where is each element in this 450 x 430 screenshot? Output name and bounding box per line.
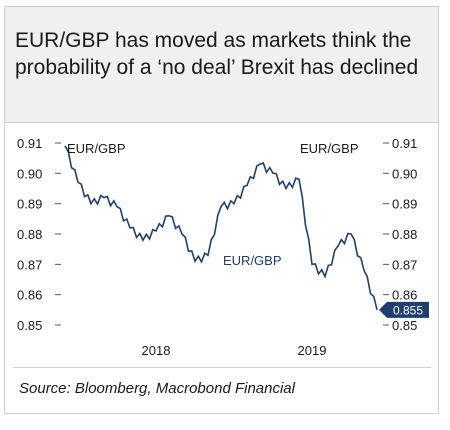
series-label: EUR/GBP [223,253,282,268]
last-value-label: 0.855 [393,303,423,317]
y-tick-label-right: 0.86 [392,288,417,303]
chart-area: 0.85 0.85 0.86 0.86 0.87 0.87 0.88 0.88 0.89 0.89… [17,136,429,358]
chart-frame: EUR/GBP has moved as markets think the p… [4,6,439,414]
y-tick-label-right: 0.85 [392,318,417,333]
last-value-callout [379,301,429,318]
y-tick-label-left: 0.85 [17,318,42,333]
y-tick-label-left: 0.87 [17,257,42,272]
title-box: EUR/GBP has moved as markets think the p… [5,7,438,123]
source-divider [13,367,431,368]
y-tick-label-right: 0.89 [392,197,417,212]
chart-title: EUR/GBP has moved as markets think the p… [15,29,419,79]
y-tick-label-left: 0.89 [17,197,42,212]
source-note: Source: Bloomberg, Macrobond Financial [19,380,295,397]
x-tick-label: 2019 [298,343,327,358]
eur-gbp-line [64,145,378,310]
left-axis-series-label: EUR/GBP [67,141,126,156]
y-tick-label-left: 0.88 [17,227,42,242]
y-tick-label-right: 0.90 [392,166,417,181]
right-axis-series-label: EUR/GBP [300,141,359,156]
y-tick-label-left: 0.91 [17,136,42,151]
y-tick-label-left: 0.86 [17,288,42,303]
y-tick-label-left: 0.90 [17,166,42,181]
y-tick-label-right: 0.88 [392,227,417,242]
x-tick-label: 2018 [142,343,171,358]
y-tick-label-right: 0.91 [392,136,417,151]
y-tick-label-right: 0.87 [392,257,417,272]
